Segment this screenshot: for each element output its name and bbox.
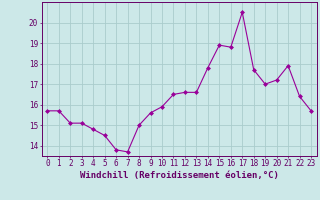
X-axis label: Windchill (Refroidissement éolien,°C): Windchill (Refroidissement éolien,°C) (80, 171, 279, 180)
